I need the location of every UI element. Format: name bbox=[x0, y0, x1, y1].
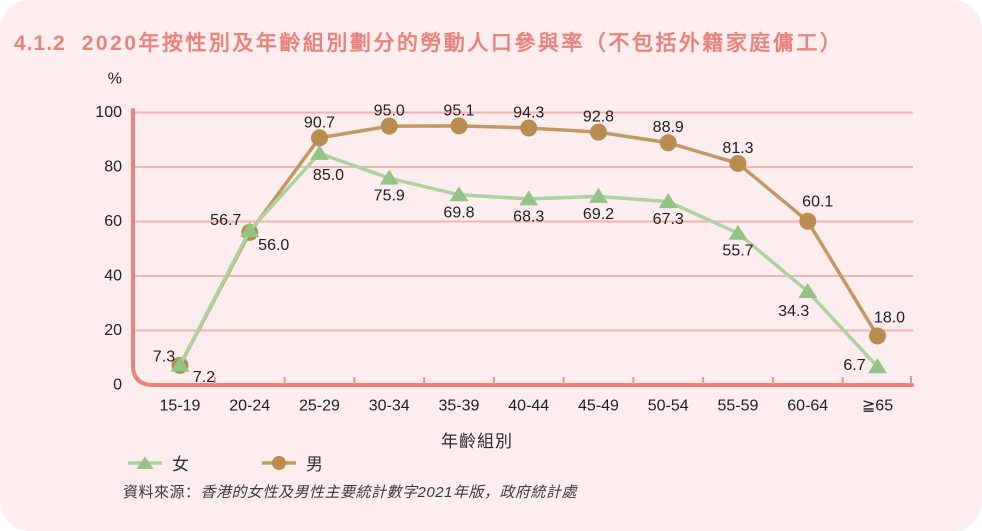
y-tick-label: 0 bbox=[113, 377, 122, 394]
x-tick-label: ≧65 bbox=[862, 398, 893, 415]
male-data-point bbox=[659, 134, 677, 152]
legend-label-male: 男 bbox=[306, 455, 323, 474]
male-series-icon bbox=[262, 455, 296, 470]
value-label: 60.1 bbox=[802, 194, 833, 211]
female-data-point bbox=[310, 144, 329, 160]
source-prefix: 資料來源： bbox=[123, 484, 201, 501]
y-tick-label: 80 bbox=[104, 159, 122, 176]
y-tick-label: 100 bbox=[95, 104, 122, 121]
value-label: 18.0 bbox=[874, 309, 905, 326]
male-data-point bbox=[799, 212, 817, 230]
x-tick-label: 55-59 bbox=[718, 398, 759, 415]
y-axis-labels: 0 20 40 60 80 100 bbox=[95, 104, 122, 394]
male-data-point bbox=[520, 119, 538, 137]
x-tick-label: 20-24 bbox=[229, 398, 270, 415]
value-label: 75.9 bbox=[374, 188, 405, 205]
male-data-point bbox=[590, 123, 607, 141]
value-label: 95.0 bbox=[374, 103, 405, 120]
value-label: 88.9 bbox=[653, 119, 684, 136]
value-label: 85.0 bbox=[313, 167, 344, 184]
value-label: 68.3 bbox=[513, 208, 544, 225]
male-value-labels: 7.2 56.0 90.7 95.0 95.1 94.3 92.8 88.9 81.3 60.1 1… bbox=[193, 102, 905, 386]
value-label: 81.3 bbox=[722, 140, 753, 157]
value-label: 90.7 bbox=[304, 114, 335, 131]
figure-title: 2020年按性別及年齡組別劃分的勞動人口參與率（不包括外籍家庭傭工） bbox=[81, 32, 844, 55]
value-label: 55.7 bbox=[722, 243, 753, 260]
female-data-point bbox=[170, 356, 190, 372]
x-axis-ticks bbox=[213, 376, 912, 384]
female-data-point bbox=[658, 193, 678, 209]
female-data-point bbox=[728, 224, 748, 240]
male-data-point bbox=[729, 154, 747, 172]
y-tick-label: 60 bbox=[104, 213, 122, 230]
axis-line bbox=[131, 108, 914, 387]
gridlines bbox=[133, 111, 913, 332]
x-tick-label: 60-64 bbox=[787, 398, 828, 415]
male-series bbox=[171, 117, 886, 374]
x-tick-label: 30-34 bbox=[369, 398, 410, 415]
female-data-point bbox=[519, 190, 539, 206]
value-label: 7.2 bbox=[193, 369, 215, 386]
x-axis-labels: 15-19 20-24 25-29 30-34 35-39 40-44 45-49 50-54… bbox=[160, 398, 894, 415]
female-data-point bbox=[868, 358, 887, 374]
value-label: 69.8 bbox=[443, 204, 474, 221]
female-value-labels: 7.3 56.7 85.0 75.9 69.8 68.3 69.2 67.3 55.7 34.3 6… bbox=[153, 167, 866, 374]
value-label: 94.3 bbox=[513, 105, 544, 122]
value-label: 69.2 bbox=[583, 206, 614, 223]
x-tick-label: 25-29 bbox=[299, 398, 340, 415]
female-data-point bbox=[379, 169, 399, 185]
legend-label-female: 女 bbox=[172, 455, 189, 474]
value-label: 67.3 bbox=[653, 211, 684, 228]
value-label: 6.7 bbox=[843, 357, 865, 374]
y-tick-label: 40 bbox=[104, 268, 122, 285]
x-axis-title: 年齡組別 bbox=[441, 432, 513, 451]
male-data-point bbox=[380, 117, 398, 135]
x-tick-label: 35-39 bbox=[439, 398, 480, 415]
legend-item-male: 男 bbox=[261, 450, 323, 475]
male-data-point bbox=[311, 129, 328, 147]
female-series bbox=[170, 144, 887, 374]
y-tick-label: 20 bbox=[104, 322, 122, 339]
female-series-icon bbox=[128, 456, 162, 469]
x-tick-label: 50-54 bbox=[648, 398, 689, 415]
value-label: 7.3 bbox=[153, 349, 175, 366]
figure-number: 4.1.2 bbox=[14, 32, 66, 55]
legend-item-female: 女 bbox=[127, 450, 189, 475]
value-label: 34.3 bbox=[778, 303, 809, 320]
source-text: 香港的女性及男性主要統計數字2021年版，政府統計處 bbox=[200, 484, 577, 501]
value-label: 95.1 bbox=[443, 102, 474, 119]
female-data-point bbox=[589, 187, 608, 203]
male-data-point bbox=[869, 327, 886, 345]
x-tick-label: 40-44 bbox=[508, 398, 549, 415]
female-data-point bbox=[240, 221, 260, 237]
x-tick-label: 45-49 bbox=[578, 398, 619, 415]
male-data-point bbox=[450, 117, 468, 135]
chart-legend: 女 男 bbox=[127, 450, 323, 475]
value-label: 56.7 bbox=[210, 212, 241, 229]
female-data-point bbox=[798, 283, 818, 299]
value-label: 92.8 bbox=[583, 109, 614, 126]
figure-header: 4.1.2 2020年按性別及年齡組別劃分的勞動人口參與率（不包括外籍家庭傭工） bbox=[14, 27, 843, 57]
x-tick-label: 15-19 bbox=[160, 398, 201, 415]
female-data-point bbox=[449, 186, 469, 202]
value-label: 56.0 bbox=[258, 237, 289, 254]
source-note: 資料來源：香港的女性及男性主要統計數字2021年版，政府統計處 bbox=[123, 481, 577, 502]
y-axis-unit: % bbox=[108, 71, 122, 88]
